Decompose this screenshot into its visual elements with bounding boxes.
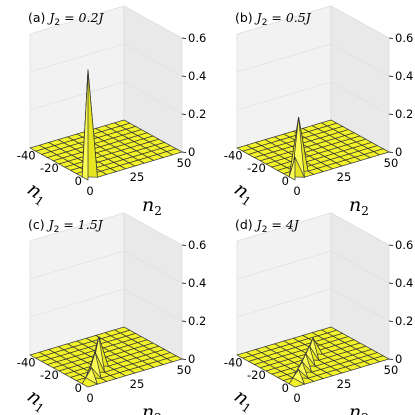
z-tick-mark	[388, 320, 394, 322]
z-tick-mark	[181, 75, 187, 77]
y-tick-label: 25	[130, 377, 145, 391]
z-tick-label: 0.4	[188, 276, 206, 290]
y-axis-label: n2	[349, 194, 369, 218]
z-tick-label: 0.6	[395, 238, 413, 252]
y-tick-label: 50	[177, 156, 192, 170]
z-tick-mark	[388, 37, 394, 39]
z-tick-mark	[181, 282, 187, 284]
z-tick-label: 0.6	[395, 31, 413, 45]
z-gridline	[236, 250, 390, 284]
z-tick-mark	[388, 113, 394, 115]
y-tick-label: 0	[86, 184, 93, 198]
y-tick-label: 50	[384, 363, 399, 377]
x-tick-label: 0	[282, 174, 289, 188]
z-tick-label: 0	[188, 352, 195, 366]
x-tick-label: -40	[17, 355, 36, 369]
z-tick-label: 0.6	[188, 31, 206, 45]
z-gridline	[29, 5, 183, 39]
peak-face	[85, 366, 99, 385]
z-gridline	[236, 43, 390, 77]
z-tick-label: 0.4	[188, 69, 206, 83]
z-gridline	[29, 43, 183, 77]
panel-title: (a) J2 = 0.2J	[28, 10, 104, 28]
y-tick-label: 25	[337, 170, 352, 184]
z-gridline	[29, 81, 183, 115]
y-tick-label: 0	[293, 184, 300, 198]
z-tick-mark	[388, 75, 394, 77]
z-gridline	[236, 288, 390, 322]
x-tick-label: -40	[224, 355, 243, 369]
z-tick-mark	[181, 320, 187, 322]
z-tick-mark	[181, 151, 187, 153]
z-tick-label: 0.4	[395, 69, 413, 83]
z-tick-mark	[388, 358, 394, 360]
z-tick-label: 0.4	[395, 276, 413, 290]
z-tick-label: 0	[188, 145, 195, 159]
y-tick-label: 0	[86, 391, 93, 405]
z-tick-mark	[181, 113, 187, 115]
x-tick-label: -40	[17, 148, 36, 162]
z-tick-mark	[181, 358, 187, 360]
z-gridline	[236, 212, 390, 246]
y-tick-label: 50	[177, 363, 192, 377]
x-axis-label: n1	[22, 385, 52, 415]
z-tick-label: 0	[395, 145, 402, 159]
z-tick-label: 0	[395, 352, 402, 366]
y-tick-label: 0	[293, 391, 300, 405]
x-tick-label: 0	[75, 174, 82, 188]
x-tick-label: -20	[40, 368, 59, 382]
x-tick-label: -20	[247, 368, 266, 382]
panel-title: (b) J2 = 0.5J	[235, 10, 312, 28]
peak-face	[292, 368, 306, 385]
z-tick-label: 0.2	[395, 107, 413, 121]
y-axis-label: n2	[142, 401, 162, 415]
y-axis-label: n2	[142, 194, 162, 218]
z-tick-mark	[181, 244, 187, 246]
x-axis-label: n1	[229, 385, 259, 415]
x-tick-label: -20	[40, 161, 59, 175]
z-gridline	[29, 250, 183, 284]
x-tick-label: 0	[75, 381, 82, 395]
z-tick-label: 0.2	[188, 107, 206, 121]
z-tick-mark	[388, 151, 394, 153]
z-tick-mark	[388, 282, 394, 284]
peak-face	[288, 157, 296, 181]
peak-face	[81, 69, 89, 181]
x-axis-label: n1	[22, 178, 52, 209]
x-tick-label: -20	[247, 161, 266, 175]
x-axis-label: n1	[229, 178, 259, 209]
z-tick-label: 0.2	[395, 314, 413, 328]
z-tick-label: 0.2	[188, 314, 206, 328]
z-tick-mark	[181, 37, 187, 39]
y-axis-label: n2	[349, 401, 369, 415]
y-tick-label: 50	[384, 156, 399, 170]
x-tick-label: 0	[282, 381, 289, 395]
panel-title: (c) J2 = 1.5J	[28, 217, 104, 235]
z-gridline	[29, 288, 183, 322]
panel-title: (d) J2 = 4J	[235, 217, 300, 235]
z-gridline	[29, 212, 183, 246]
y-tick-label: 25	[337, 377, 352, 391]
z-gridline	[236, 81, 390, 115]
z-tick-mark	[388, 244, 394, 246]
z-gridline	[236, 5, 390, 39]
y-tick-label: 25	[130, 170, 145, 184]
z-tick-label: 0.6	[188, 238, 206, 252]
x-tick-label: -40	[224, 148, 243, 162]
